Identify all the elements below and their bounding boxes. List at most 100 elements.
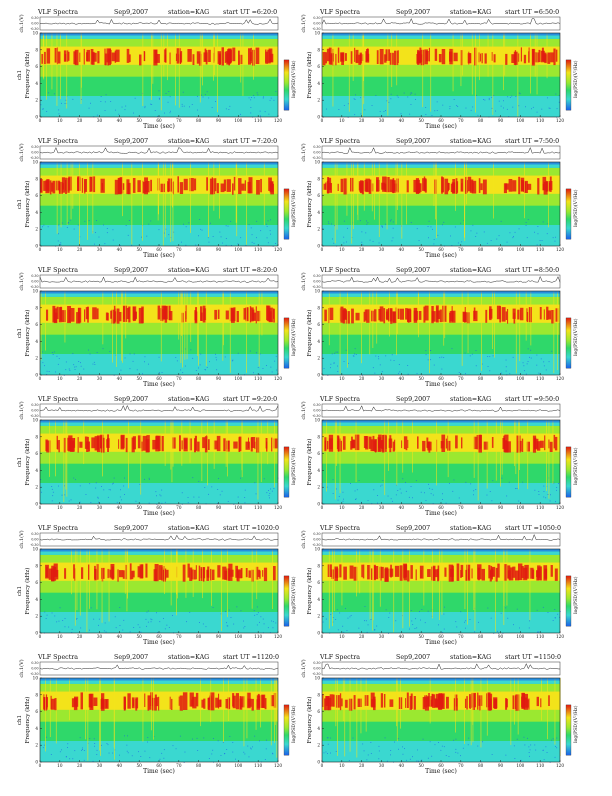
spectral-burst (161, 436, 164, 452)
spectral-burst (248, 48, 252, 65)
waveform-axis-label: ch.1(V) (300, 401, 307, 419)
panel-start-ut: start UT =6:50:0 (505, 9, 559, 16)
noise-speckle (263, 478, 265, 480)
noise-speckle (200, 228, 202, 230)
noise-speckle (163, 757, 165, 759)
noise-speckle (434, 110, 436, 112)
noise-speckle (354, 353, 355, 355)
noise-speckle (125, 225, 127, 226)
noise-speckle (406, 759, 407, 761)
waveform-tick-label: 0.30 (31, 532, 38, 536)
noise-speckle (148, 478, 150, 480)
noise-speckle (551, 350, 553, 352)
sferic-streak (372, 549, 374, 621)
sferic-streak (519, 291, 521, 362)
spectral-burst (238, 50, 240, 65)
sferic-streak (160, 33, 162, 111)
spectral-burst (100, 434, 104, 449)
sferic-streak (164, 420, 166, 466)
noise-speckle (275, 355, 277, 357)
frequency-band (40, 334, 278, 354)
sferic-streak (227, 549, 228, 618)
noise-speckle (192, 738, 193, 740)
noise-speckle (556, 737, 558, 739)
spectral-burst (477, 692, 479, 710)
y-tick-label: 4 (317, 726, 320, 731)
noise-speckle (81, 99, 82, 100)
sferic-streak (466, 162, 467, 205)
noise-speckle (491, 96, 493, 98)
noise-speckle (256, 624, 258, 626)
noise-speckle (73, 477, 75, 479)
noise-speckle (248, 97, 250, 99)
noise-speckle (137, 624, 139, 626)
frequency-band (40, 205, 278, 225)
x-tick-label: 70 (458, 376, 464, 381)
noise-speckle (342, 625, 344, 627)
spectral-burst (460, 50, 463, 66)
noise-speckle (554, 609, 556, 610)
frequency-band (40, 741, 278, 762)
noise-speckle (525, 373, 527, 375)
sferic-streak (222, 291, 224, 361)
y-tick-label: 2 (35, 356, 38, 361)
spectral-burst (464, 698, 467, 708)
time-axis-label: Time (sec) (425, 768, 457, 775)
spectral-burst (217, 565, 221, 578)
noise-speckle (361, 241, 363, 243)
noise-speckle (543, 496, 545, 498)
spectral-burst (239, 698, 243, 710)
noise-speckle (119, 625, 121, 626)
sferic-streak (412, 420, 413, 473)
frequency-band (40, 554, 278, 563)
y-tick-label: 10 (33, 160, 39, 165)
spectral-burst (167, 178, 173, 192)
x-tick-label: 90 (498, 505, 504, 510)
spectral-burst (352, 440, 357, 449)
waveform-trace (321, 275, 561, 283)
spectral-burst (418, 54, 423, 63)
spectral-burst (394, 50, 399, 66)
noise-speckle (52, 491, 54, 493)
noise-speckle (382, 225, 383, 227)
noise-speckle (50, 754, 52, 755)
noise-speckle (388, 632, 389, 634)
spectral-burst (491, 52, 493, 61)
noise-speckle (516, 738, 518, 740)
noise-speckle (347, 617, 349, 619)
noise-speckle (455, 751, 457, 753)
x-tick-label: 0 (39, 118, 42, 123)
noise-speckle (477, 114, 479, 116)
noise-speckle (509, 97, 511, 98)
noise-speckle (205, 626, 207, 628)
sferic-streak (142, 678, 144, 742)
spectral-burst (544, 435, 546, 451)
noise-speckle (115, 354, 117, 356)
y-tick-label: 8 (35, 563, 38, 568)
noise-speckle (263, 96, 264, 98)
noise-speckle (458, 497, 460, 499)
waveform-tick-label: 0.30 (313, 661, 320, 665)
noise-speckle (542, 221, 544, 223)
noise-speckle (483, 99, 484, 100)
sferic-streak (142, 33, 144, 106)
frequency-axis-label: Frequency (kHz) (24, 52, 31, 99)
spectral-burst (390, 564, 392, 578)
noise-speckle (471, 353, 473, 355)
waveform-trace (321, 18, 561, 25)
sferic-streak (182, 291, 183, 368)
noise-speckle (454, 226, 456, 228)
noise-speckle (382, 226, 383, 228)
sferic-streak (328, 549, 330, 629)
noise-speckle (59, 607, 61, 609)
noise-speckle (483, 231, 485, 233)
spectral-burst (96, 435, 101, 453)
noise-speckle (531, 108, 532, 110)
noise-speckle (464, 352, 466, 354)
noise-speckle (512, 237, 514, 239)
spectral-burst (254, 441, 256, 450)
noise-speckle (536, 111, 538, 113)
x-tick-label: 110 (536, 118, 544, 123)
spectral-burst (63, 437, 66, 453)
x-tick-label: 20 (359, 763, 365, 768)
